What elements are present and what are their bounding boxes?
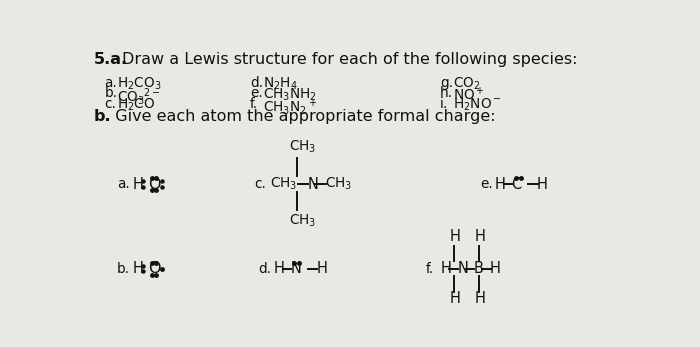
- Text: f.: f.: [426, 262, 434, 276]
- Text: i.: i.: [440, 97, 449, 111]
- Text: g.: g.: [440, 76, 453, 90]
- Text: O: O: [148, 177, 160, 192]
- Text: CH$_3$: CH$_3$: [326, 176, 353, 192]
- Text: H: H: [132, 177, 144, 192]
- Text: N$_2$H$_4$: N$_2$H$_4$: [262, 76, 298, 92]
- Text: d.: d.: [251, 76, 263, 90]
- Text: e.: e.: [480, 177, 494, 191]
- Text: N: N: [307, 177, 318, 192]
- Text: CH$_3$NH$_2$: CH$_3$NH$_2$: [262, 86, 316, 103]
- Text: H: H: [494, 177, 505, 192]
- Text: CH$_3$: CH$_3$: [289, 213, 316, 229]
- Text: NO$^+$: NO$^+$: [452, 86, 484, 104]
- Text: CH$_3$N$_2$$^+$: CH$_3$N$_2$$^+$: [262, 97, 317, 117]
- Text: a.: a.: [117, 177, 130, 191]
- Text: Give each atom the appropriate formal charge:: Give each atom the appropriate formal ch…: [104, 109, 495, 125]
- Text: a.: a.: [104, 76, 118, 90]
- Text: H: H: [490, 261, 500, 276]
- Text: H$_2$CO$_3$: H$_2$CO$_3$: [117, 76, 162, 92]
- Text: b.: b.: [94, 109, 111, 125]
- Text: 5.a.: 5.a.: [94, 52, 128, 67]
- Text: CO$_2$: CO$_2$: [452, 76, 480, 92]
- Text: b.: b.: [117, 262, 130, 276]
- Text: H: H: [449, 290, 461, 306]
- Text: CH$_3$: CH$_3$: [289, 139, 316, 155]
- Text: C: C: [512, 177, 522, 192]
- Text: c.: c.: [254, 177, 266, 191]
- Text: e.: e.: [251, 86, 263, 100]
- Text: b.: b.: [104, 86, 118, 100]
- Text: H: H: [316, 261, 327, 276]
- Text: CH$_3$: CH$_3$: [270, 176, 297, 192]
- Text: h.: h.: [440, 86, 454, 100]
- Text: Draw a Lewis structure for each of the following species:: Draw a Lewis structure for each of the f…: [122, 52, 577, 67]
- Text: d.: d.: [258, 262, 271, 276]
- Text: H: H: [537, 177, 548, 192]
- Text: H: H: [132, 261, 144, 276]
- Text: f.: f.: [251, 97, 258, 111]
- Text: c.: c.: [104, 97, 116, 111]
- Text: B: B: [473, 261, 483, 276]
- Text: O: O: [148, 261, 160, 276]
- Text: H: H: [474, 290, 485, 306]
- Text: H$_2$NO$^-$: H$_2$NO$^-$: [452, 97, 501, 113]
- Text: H: H: [440, 261, 451, 276]
- Text: N: N: [457, 261, 468, 276]
- Text: H: H: [449, 229, 461, 244]
- Text: H: H: [274, 261, 284, 276]
- Text: H: H: [474, 229, 485, 244]
- Text: H$_2$CO: H$_2$CO: [117, 97, 155, 113]
- Text: N: N: [290, 261, 302, 276]
- Text: CO$_3$$^{2-}$: CO$_3$$^{2-}$: [117, 86, 161, 107]
